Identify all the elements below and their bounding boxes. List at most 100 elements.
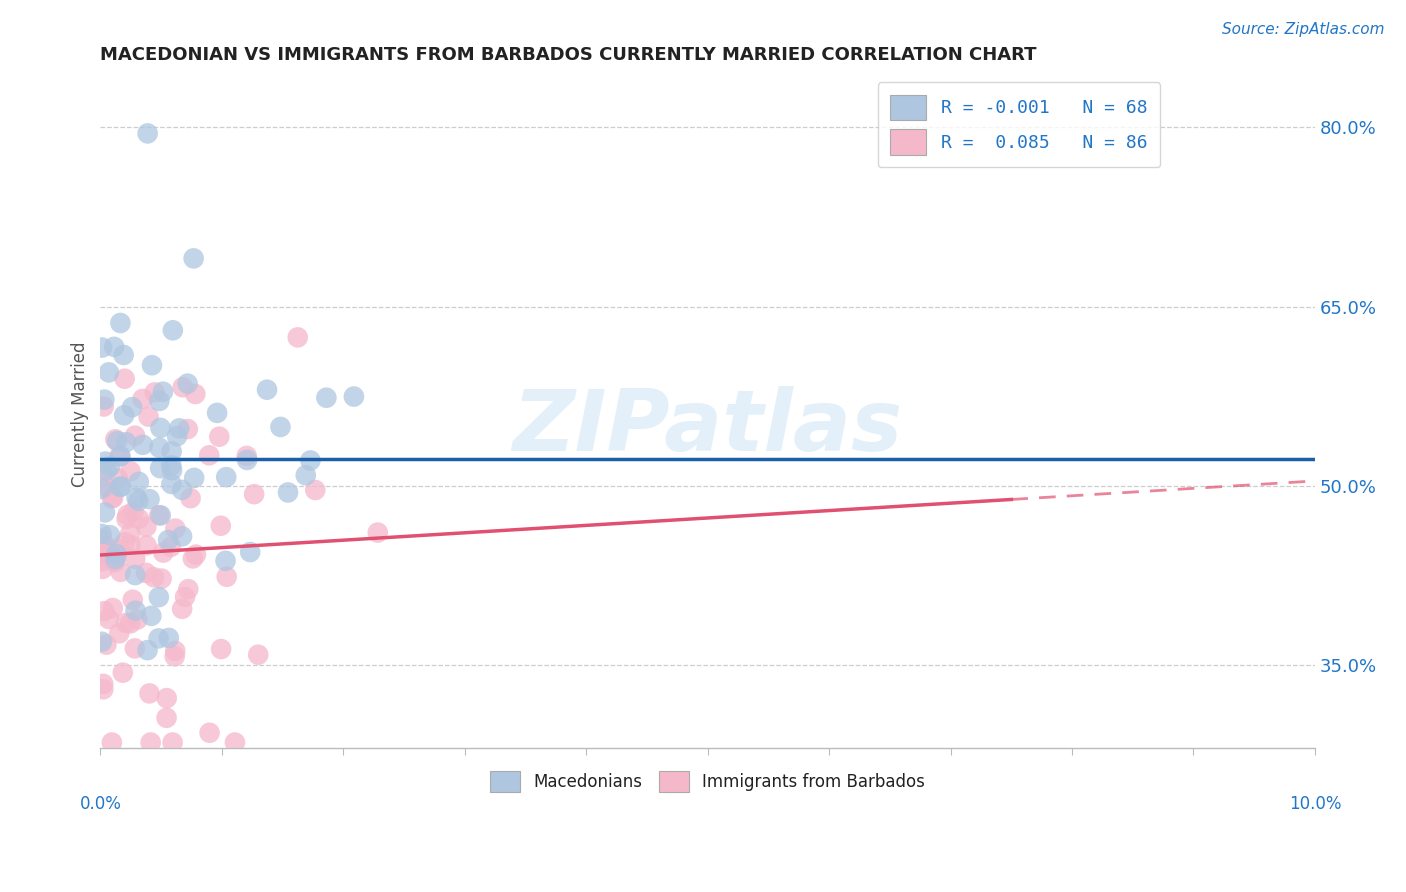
Point <box>135 538 157 552</box>
Point <box>120 616 142 631</box>
Point <box>127 494 149 508</box>
Point <box>110 480 132 494</box>
Point <box>148 394 170 409</box>
Point <box>112 409 135 423</box>
Point <box>165 522 187 536</box>
Point <box>94 505 117 519</box>
Point <box>124 551 146 566</box>
Y-axis label: Currently Married: Currently Married <box>72 342 89 487</box>
Point <box>172 483 194 497</box>
Point <box>136 643 159 657</box>
Point <box>209 518 232 533</box>
Point <box>160 477 183 491</box>
Point <box>107 471 129 485</box>
Point <box>160 463 183 477</box>
Point <box>170 529 193 543</box>
Point <box>215 470 238 484</box>
Point <box>299 453 322 467</box>
Point <box>198 448 221 462</box>
Point <box>139 735 162 749</box>
Point <box>367 525 389 540</box>
Point <box>157 533 180 547</box>
Legend: Macedonians, Immigrants from Barbados: Macedonians, Immigrants from Barbados <box>482 763 934 800</box>
Point <box>343 390 366 404</box>
Point <box>122 505 145 519</box>
Point <box>96 480 118 494</box>
Point <box>105 547 128 561</box>
Point <box>160 540 183 554</box>
Point <box>167 421 190 435</box>
Point <box>181 551 204 566</box>
Point <box>235 449 257 463</box>
Point <box>104 556 127 570</box>
Point <box>120 526 142 541</box>
Point <box>236 453 259 467</box>
Point <box>149 508 172 523</box>
Point <box>96 463 118 477</box>
Point <box>183 252 205 266</box>
Point <box>124 428 146 442</box>
Point <box>141 358 163 372</box>
Point <box>101 601 124 615</box>
Point <box>176 376 198 391</box>
Point <box>90 482 112 496</box>
Point <box>149 461 172 475</box>
Point <box>287 330 309 344</box>
Point <box>91 469 114 483</box>
Point <box>91 677 114 691</box>
Point <box>117 508 139 522</box>
Point <box>208 430 231 444</box>
Point <box>165 644 187 658</box>
Point <box>108 541 131 556</box>
Point <box>125 491 148 505</box>
Point <box>215 570 238 584</box>
Point <box>198 725 221 739</box>
Point <box>114 372 136 386</box>
Point <box>148 632 170 646</box>
Point <box>172 380 194 394</box>
Point <box>115 435 138 450</box>
Point <box>162 735 184 749</box>
Point <box>148 590 170 604</box>
Point <box>172 602 194 616</box>
Point <box>277 485 299 500</box>
Point <box>105 549 128 564</box>
Point <box>162 323 184 337</box>
Point <box>98 528 121 542</box>
Point <box>136 127 159 141</box>
Point <box>132 438 155 452</box>
Point <box>156 691 179 706</box>
Point <box>110 450 132 464</box>
Point <box>142 570 165 584</box>
Point <box>90 532 112 546</box>
Point <box>160 458 183 473</box>
Point <box>90 527 112 541</box>
Point <box>143 385 166 400</box>
Point <box>93 604 115 618</box>
Point <box>98 548 121 562</box>
Point <box>184 387 207 401</box>
Point <box>108 480 131 494</box>
Point <box>184 548 207 562</box>
Text: 0.0%: 0.0% <box>79 796 121 814</box>
Point <box>105 434 128 448</box>
Point <box>103 553 125 567</box>
Point <box>120 538 142 552</box>
Point <box>121 592 143 607</box>
Point <box>112 348 135 362</box>
Point <box>101 735 124 749</box>
Point <box>103 491 125 505</box>
Point <box>315 391 337 405</box>
Point <box>243 487 266 501</box>
Text: MACEDONIAN VS IMMIGRANTS FROM BARBADOS CURRENTLY MARRIED CORRELATION CHART: MACEDONIAN VS IMMIGRANTS FROM BARBADOS C… <box>100 46 1036 64</box>
Point <box>174 590 197 604</box>
Point <box>121 401 143 415</box>
Point <box>239 545 262 559</box>
Point <box>138 492 160 507</box>
Point <box>256 383 278 397</box>
Text: ZIPatlas: ZIPatlas <box>513 386 903 469</box>
Point <box>155 711 177 725</box>
Point <box>177 422 200 436</box>
Point <box>149 421 172 435</box>
Point <box>90 634 112 648</box>
